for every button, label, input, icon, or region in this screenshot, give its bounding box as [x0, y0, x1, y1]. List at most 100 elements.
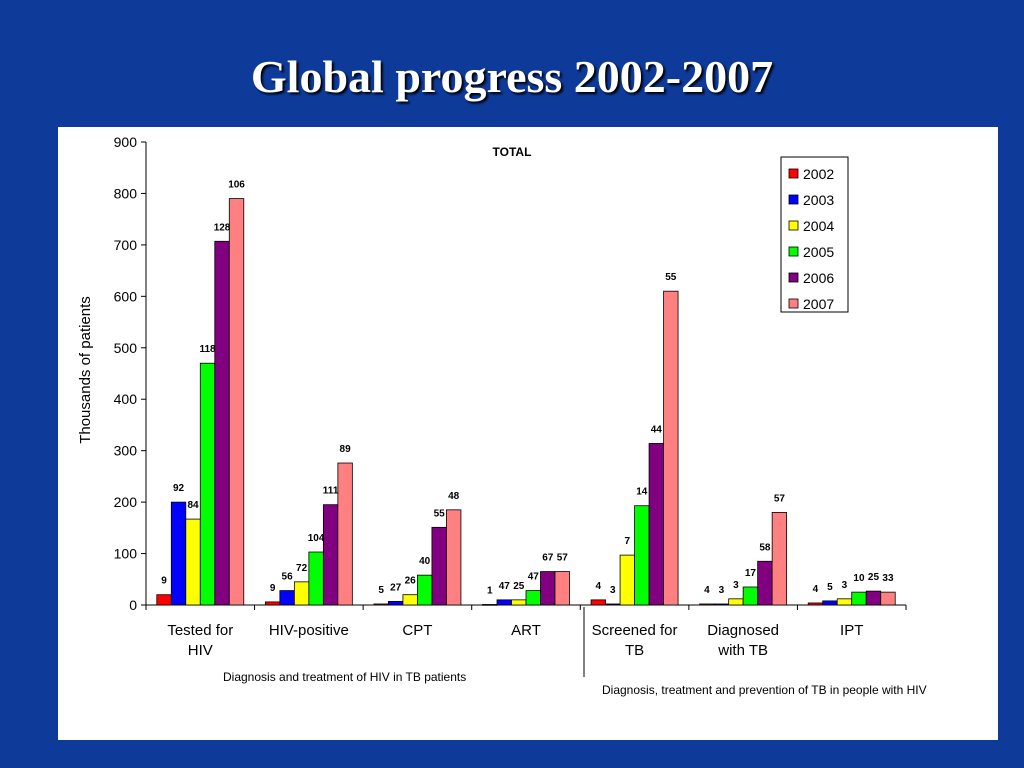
y-tick-label: 500: [114, 340, 138, 356]
data-label: 33: [882, 573, 894, 584]
bar-2004-2: [402, 594, 418, 606]
legend-swatch-2003: [788, 194, 799, 205]
data-label: 4: [596, 581, 602, 592]
bar-2007-2: [446, 509, 462, 606]
data-label: 3: [719, 585, 725, 596]
bar-2002-0: [156, 594, 172, 606]
bar-2003-4: [605, 603, 621, 606]
legend-box: [780, 156, 849, 313]
data-label: 9: [270, 583, 276, 594]
data-label: 56: [282, 572, 294, 583]
bar-2004-3: [511, 599, 527, 606]
bar-2005-3: [525, 590, 541, 606]
y-tick-label: 900: [114, 134, 138, 150]
bar-2004-6: [836, 598, 853, 606]
legend-swatch-2006: [788, 272, 799, 283]
bar-2002-2: [373, 603, 389, 606]
y-tick-label: 600: [114, 288, 138, 304]
category-label: Tested for HIV: [167, 622, 233, 659]
bar-2003-0: [170, 501, 187, 606]
annotation-hiv-in-tb: Diagnosis and treatment of HIV in TB pat…: [223, 670, 467, 684]
bar-2005-2: [417, 574, 433, 606]
y-tick-label: 200: [114, 494, 138, 510]
bar-2007-4: [663, 290, 679, 606]
y-tick-label: 0: [129, 597, 137, 613]
legend-swatch-2002: [788, 168, 799, 179]
category-labels: Tested for HIV HIV-positive CPT ART Screened …: [167, 622, 863, 659]
data-label: 44: [651, 424, 663, 435]
legend-label-2003: 2003: [803, 192, 834, 208]
data-label: 17: [745, 568, 757, 579]
bar-2006-3: [540, 571, 556, 606]
legend-swatch-2007: [788, 298, 799, 309]
data-label: 5: [827, 582, 833, 593]
data-label: 4: [704, 585, 710, 596]
category-label: Screened for TB: [592, 622, 678, 659]
bar-2007-0: [228, 198, 245, 606]
y-tick-label: 700: [114, 237, 138, 253]
bar-2006-1: [322, 504, 339, 606]
bar-2003-2: [388, 600, 404, 606]
category-label: Diagnosed with TB: [707, 622, 779, 659]
legend-label-2005: 2005: [803, 244, 834, 260]
y-tick-label: 800: [114, 185, 138, 201]
data-label: 26: [405, 576, 417, 587]
data-label: 106: [228, 180, 245, 191]
chart-panel: 0 100 200 300 400 500 600 700 800 900 9 92 84 118 128…: [58, 127, 998, 740]
y-tick-label: 400: [114, 391, 138, 407]
data-label: 40: [419, 556, 431, 567]
data-label: 57: [557, 553, 569, 564]
bar-2005-0: [199, 362, 216, 606]
legend-label-2004: 2004: [803, 218, 834, 234]
data-label: 48: [448, 491, 460, 502]
bar-2002-4: [590, 599, 606, 606]
data-label: 118: [199, 344, 216, 355]
bars: [156, 198, 896, 606]
data-label: 92: [173, 483, 185, 494]
data-label: 3: [733, 580, 739, 591]
bar-2006-4: [648, 443, 664, 606]
bar-2002-5: [699, 603, 715, 606]
data-label: 25: [868, 572, 880, 583]
bar-2003-6: [822, 600, 838, 606]
legend-label-2006: 2006: [803, 270, 834, 286]
data-label: 9: [161, 576, 167, 587]
data-label: 104: [308, 533, 325, 544]
data-label: 67: [542, 553, 554, 564]
data-label: 10: [853, 573, 865, 584]
data-label: 89: [340, 444, 352, 455]
data-label: 128: [214, 222, 231, 233]
bar-2005-1: [308, 551, 324, 606]
data-label: 47: [499, 581, 511, 592]
bar-2003-5: [713, 603, 730, 606]
data-label: 84: [187, 500, 199, 511]
bar-2007-3: [554, 571, 570, 606]
category-label: ART: [511, 622, 541, 639]
category-label: CPT: [402, 622, 432, 639]
bar-2007-1: [337, 462, 353, 606]
data-label: 3: [842, 580, 848, 591]
data-label: 57: [774, 493, 786, 504]
bar-2004-0: [185, 518, 201, 606]
data-label: 25: [513, 581, 525, 592]
chart-title: TOTAL: [493, 145, 532, 159]
bar-2004-5: [728, 598, 744, 606]
legend-label-2002: 2002: [803, 166, 834, 182]
data-label: 55: [434, 508, 446, 519]
bar-2005-6: [851, 591, 867, 606]
legend-swatch-2004: [788, 220, 799, 231]
bar-2002-3: [482, 604, 498, 606]
data-label: 14: [636, 487, 648, 498]
slide-title: Global progress 2002-2007: [250, 51, 774, 102]
data-label: 5: [378, 585, 384, 596]
bar-2002-1: [264, 601, 281, 606]
legend-label-2007: 2007: [803, 296, 834, 312]
data-label: 3: [610, 585, 616, 596]
bar-2007-5: [771, 511, 788, 606]
bar-2002-6: [807, 602, 824, 606]
bar-2004-4: [619, 554, 635, 606]
annotation-tb-in-hiv: Diagnosis, treatment and prevention of T…: [602, 683, 927, 697]
category-label: HIV-positive: [269, 622, 349, 639]
legend: 2002 2003 2004 2005 2006 2007: [780, 156, 849, 313]
